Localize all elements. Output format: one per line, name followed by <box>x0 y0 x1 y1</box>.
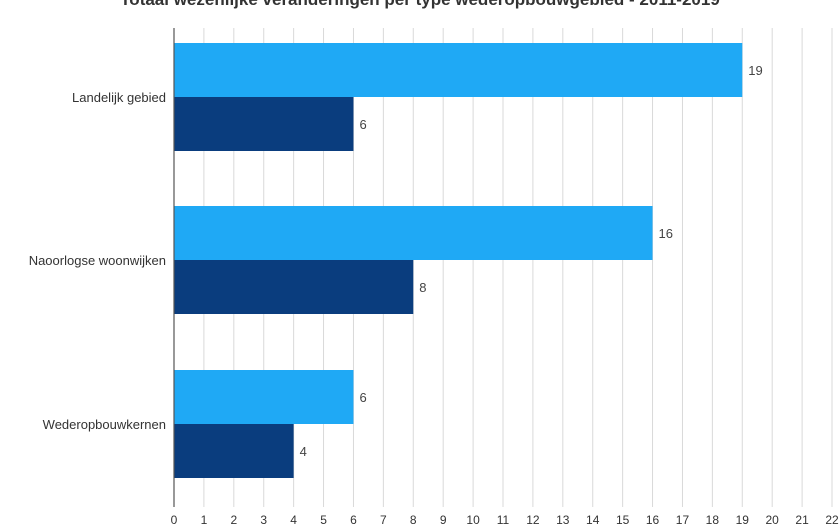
bar <box>174 97 354 151</box>
data-label: 6 <box>359 390 366 405</box>
x-tick-label: 14 <box>586 513 600 527</box>
x-tick-label: 10 <box>466 513 480 527</box>
category-label: Wederopbouwkernen <box>43 417 166 432</box>
bar <box>174 206 653 260</box>
x-tick-label: 4 <box>290 513 297 527</box>
x-tick-label: 16 <box>646 513 660 527</box>
x-tick-label: 9 <box>440 513 447 527</box>
bar <box>174 370 354 424</box>
x-tick-label: 13 <box>556 513 570 527</box>
bar <box>174 43 743 97</box>
x-tick-label: 1 <box>201 513 208 527</box>
data-label: 8 <box>419 280 426 295</box>
x-tick-label: 2 <box>230 513 237 527</box>
x-tick-label: 22 <box>825 513 839 527</box>
data-label: 19 <box>748 63 762 78</box>
x-tick-label: 12 <box>526 513 540 527</box>
chart-title: Totaal wezenlijke veranderingen per type… <box>0 0 840 10</box>
x-tick-label: 18 <box>706 513 720 527</box>
bar <box>174 260 414 314</box>
x-tick-label: 21 <box>795 513 809 527</box>
category-label: Naoorlogse woonwijken <box>29 253 166 268</box>
x-tick-label: 15 <box>616 513 630 527</box>
x-tick-label: 19 <box>736 513 750 527</box>
x-tick-label: 11 <box>497 513 510 527</box>
bar <box>174 424 294 478</box>
x-tick-label: 6 <box>350 513 357 527</box>
data-label: 6 <box>359 117 366 132</box>
x-tick-label: 8 <box>410 513 417 527</box>
x-tick-label: 5 <box>320 513 327 527</box>
x-tick-label: 20 <box>766 513 780 527</box>
data-label: 4 <box>300 444 307 459</box>
x-tick-label: 7 <box>380 513 387 527</box>
category-label: Landelijk gebied <box>72 90 166 105</box>
data-label: 16 <box>659 226 673 241</box>
x-tick-label: 0 <box>171 513 178 527</box>
x-tick-label: 3 <box>260 513 267 527</box>
x-tick-label: 17 <box>676 513 690 527</box>
